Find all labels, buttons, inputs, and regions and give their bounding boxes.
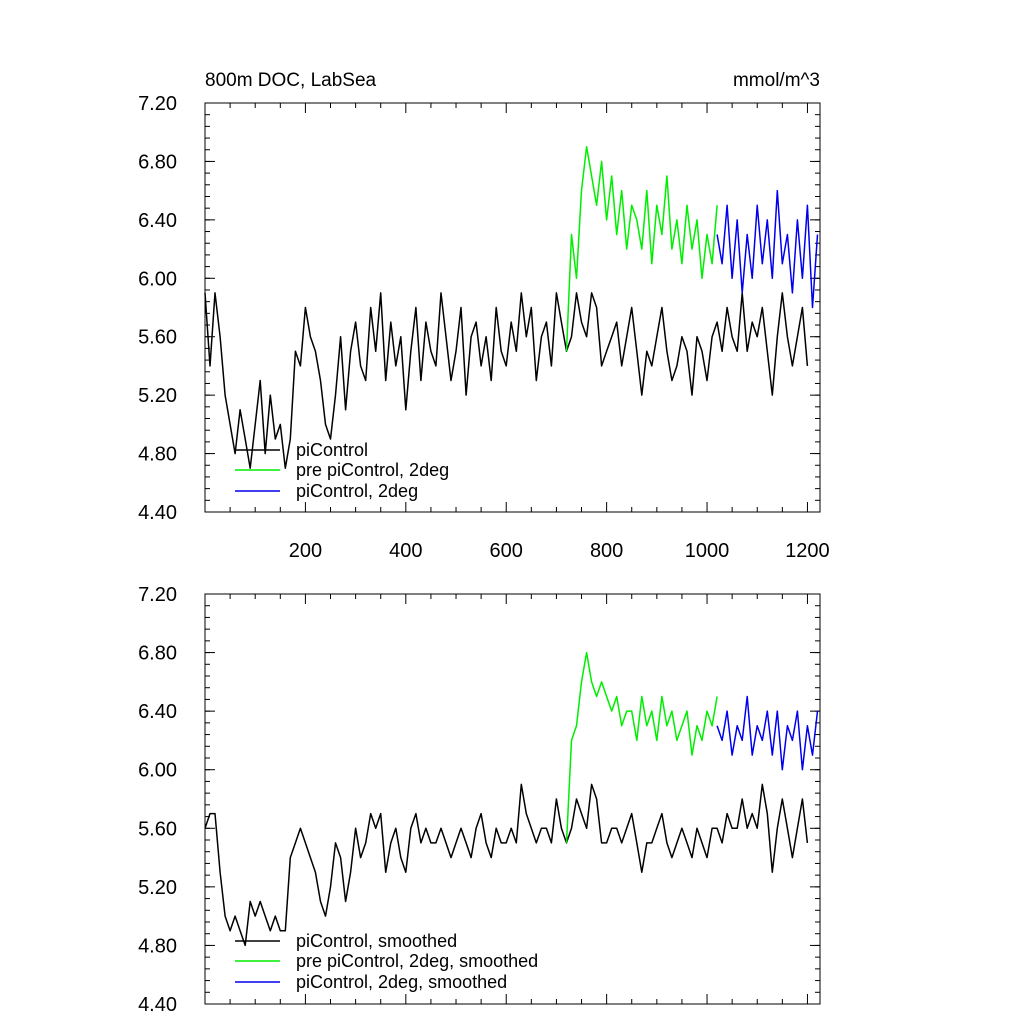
top-xtick-label: 600 bbox=[490, 540, 523, 562]
bottom-ytick-label: 5.60 bbox=[138, 818, 177, 840]
bottom-series-lines bbox=[204, 651, 819, 947]
bottom-ytick-label: 6.80 bbox=[138, 643, 177, 665]
units-label: mmol/m^3 bbox=[733, 70, 820, 91]
legend-label-picontrol-smoothed: piControl, smoothed bbox=[296, 931, 457, 951]
top-xtick-label: 200 bbox=[289, 540, 322, 562]
legend-label-picontrol-2deg-smoothed: piControl, 2deg, smoothed bbox=[296, 972, 507, 992]
top-series-line-1 bbox=[565, 146, 718, 352]
top-series-line-2 bbox=[716, 189, 819, 309]
legend-label-picontrol-2deg: piControl, 2deg bbox=[296, 481, 418, 501]
top-ytick-label: 4.40 bbox=[138, 502, 177, 524]
bottom-ytick-label: 6.40 bbox=[138, 701, 177, 723]
top-xtick-label: 800 bbox=[590, 540, 623, 562]
top-xtick-label: 1000 bbox=[685, 540, 730, 562]
bottom-series-line-2 bbox=[716, 695, 819, 771]
top-ytick-label: 6.40 bbox=[138, 210, 177, 232]
legend-label-pre-picontrol-2deg-smoothed: pre piControl, 2deg, smoothed bbox=[296, 951, 538, 971]
chart-title: 800m DOC, LabSea bbox=[205, 70, 377, 91]
top-plot-frame bbox=[204, 102, 821, 513]
bottom-panel: 4.40 4.80 5.20 5.60 6.00 6.40 6.80 7.20 piContr… bbox=[138, 584, 821, 1016]
bottom-plot-frame bbox=[204, 593, 821, 1005]
top-xtick-label: 400 bbox=[389, 540, 422, 562]
top-ytick-label: 6.00 bbox=[138, 268, 177, 290]
bottom-ytick-label: 4.80 bbox=[138, 935, 177, 957]
top-series-line-0 bbox=[204, 292, 809, 469]
legend-label-pre-picontrol-2deg: pre piControl, 2deg bbox=[296, 460, 449, 480]
top-series-lines bbox=[204, 146, 819, 469]
bottom-series-line-0 bbox=[204, 783, 809, 947]
bottom-ytick-label: 6.00 bbox=[138, 760, 177, 782]
bottom-ytick-label: 7.20 bbox=[138, 584, 177, 606]
bottom-ytick-label: 4.40 bbox=[138, 994, 177, 1016]
top-ytick-label: 5.20 bbox=[138, 385, 177, 407]
bottom-legend: piControl, smoothed pre piControl, 2deg,… bbox=[235, 931, 538, 992]
top-ytick-label: 4.80 bbox=[138, 444, 177, 466]
top-legend: piControl pre piControl, 2deg piControl,… bbox=[235, 440, 449, 501]
top-ytick-label: 5.60 bbox=[138, 327, 177, 349]
bottom-series-line-1 bbox=[565, 651, 718, 843]
bottom-axes: 4.40 4.80 5.20 5.60 6.00 6.40 6.80 7.20 bbox=[138, 584, 820, 1016]
top-xtick-label: 1200 bbox=[785, 540, 830, 562]
bottom-ytick-label: 5.20 bbox=[138, 877, 177, 899]
legend-label-picontrol: piControl bbox=[296, 440, 368, 460]
top-panel: 800m DOC, LabSea mmol/m^3 4.40 4.80 5.20 5.… bbox=[138, 70, 830, 562]
top-ytick-label: 6.80 bbox=[138, 151, 177, 173]
top-axes: 4.40 4.80 5.20 5.60 6.00 6.40 6.80 7.20 200 400 60… bbox=[138, 93, 830, 562]
top-ytick-label: 7.20 bbox=[138, 93, 177, 115]
